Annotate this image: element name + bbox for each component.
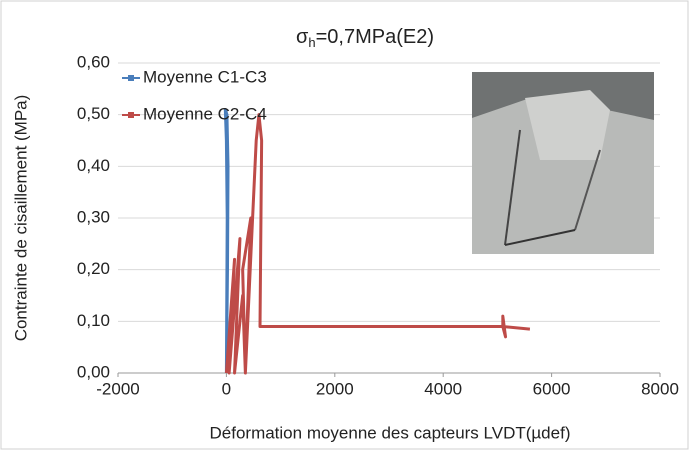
photo-edge (504, 129, 521, 246)
photo-block (525, 90, 610, 160)
legend-label: Moyenne C2-C4 (143, 104, 267, 123)
y-axis-label: Contrainte de cisaillement (MPa) (11, 95, 30, 342)
series-line (224, 113, 531, 375)
photo-inset (472, 72, 654, 254)
x-tick-label: 8000 (641, 379, 679, 398)
photo-edge (504, 229, 576, 246)
x-tick-label: 4000 (424, 379, 462, 398)
legend-marker (128, 75, 134, 81)
grid: 0,00 0,10 0,20 0,30 0,40 0,50 0,60 -2000 0 2000 40… (77, 52, 679, 398)
x-tick-label: 2000 (316, 379, 354, 398)
y-tick-label: 0,50 (77, 104, 110, 123)
x-tick-label: -2000 (96, 379, 139, 398)
x-tick-label: 0 (222, 379, 231, 398)
y-tick-label: 0,10 (77, 311, 110, 330)
y-tick-label: 0,60 (77, 52, 110, 71)
y-tick-label: 0,40 (77, 156, 110, 175)
legend-marker (128, 112, 134, 118)
plot (223, 108, 531, 375)
x-axis-label: Déformation moyenne des capteurs LVDT(µd… (210, 423, 571, 442)
chart-title: σh=0,7MPa(E2) (296, 26, 434, 50)
y-tick-label: 0,30 (77, 207, 110, 226)
y-tick-label: 0,20 (77, 259, 110, 278)
legend-label: Moyenne C1-C3 (143, 67, 267, 86)
legend: Moyenne C1-C3 Moyenne C2-C4 (122, 67, 267, 123)
photo-wall (472, 98, 654, 254)
photo-edge (574, 149, 601, 231)
x-tick-label: 6000 (533, 379, 571, 398)
y-tick-label: 0,00 (77, 362, 110, 381)
series-line (223, 108, 230, 374)
